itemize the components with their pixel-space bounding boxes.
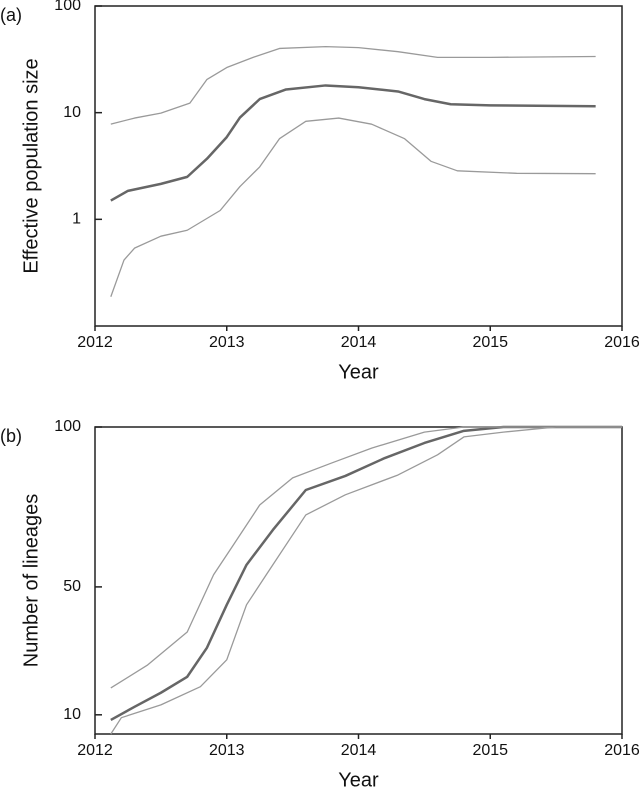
x-tick-label: 2016 [604, 334, 640, 351]
panel-label: (b) [0, 426, 22, 446]
x-tick-label: 2013 [209, 334, 245, 351]
series-line [110, 426, 622, 689]
y-tick-label: 10 [63, 104, 81, 121]
y-tick-label: 50 [63, 578, 81, 595]
x-tick-label: 2016 [604, 742, 640, 759]
y-tick-label: 10 [63, 706, 81, 723]
y-axis-title: Effective population size [20, 58, 42, 273]
y-tick-label: 100 [54, 418, 81, 435]
y-tick-label: 100 [54, 0, 81, 14]
series-line [110, 425, 622, 722]
x-tick-label: 2012 [77, 742, 113, 759]
x-tick-label: 2014 [341, 334, 377, 351]
x-axis-title: Year [338, 361, 379, 383]
panel-label: (a) [0, 5, 22, 25]
x-tick-label: 2015 [472, 334, 508, 351]
x-tick-label: 2014 [341, 742, 377, 759]
series-line [110, 117, 596, 297]
x-tick-label: 2012 [77, 334, 113, 351]
plot-frame [94, 426, 623, 735]
x-tick-label: 2013 [209, 742, 245, 759]
series-line [110, 45, 596, 125]
series-line [110, 426, 622, 735]
x-tick-label: 2015 [472, 742, 508, 759]
y-axis-title: Number of lineages [20, 494, 42, 667]
plot-frame [94, 5, 623, 327]
y-tick-label: 1 [72, 211, 81, 228]
series-line [110, 84, 596, 202]
x-axis-title: Year [338, 769, 379, 791]
